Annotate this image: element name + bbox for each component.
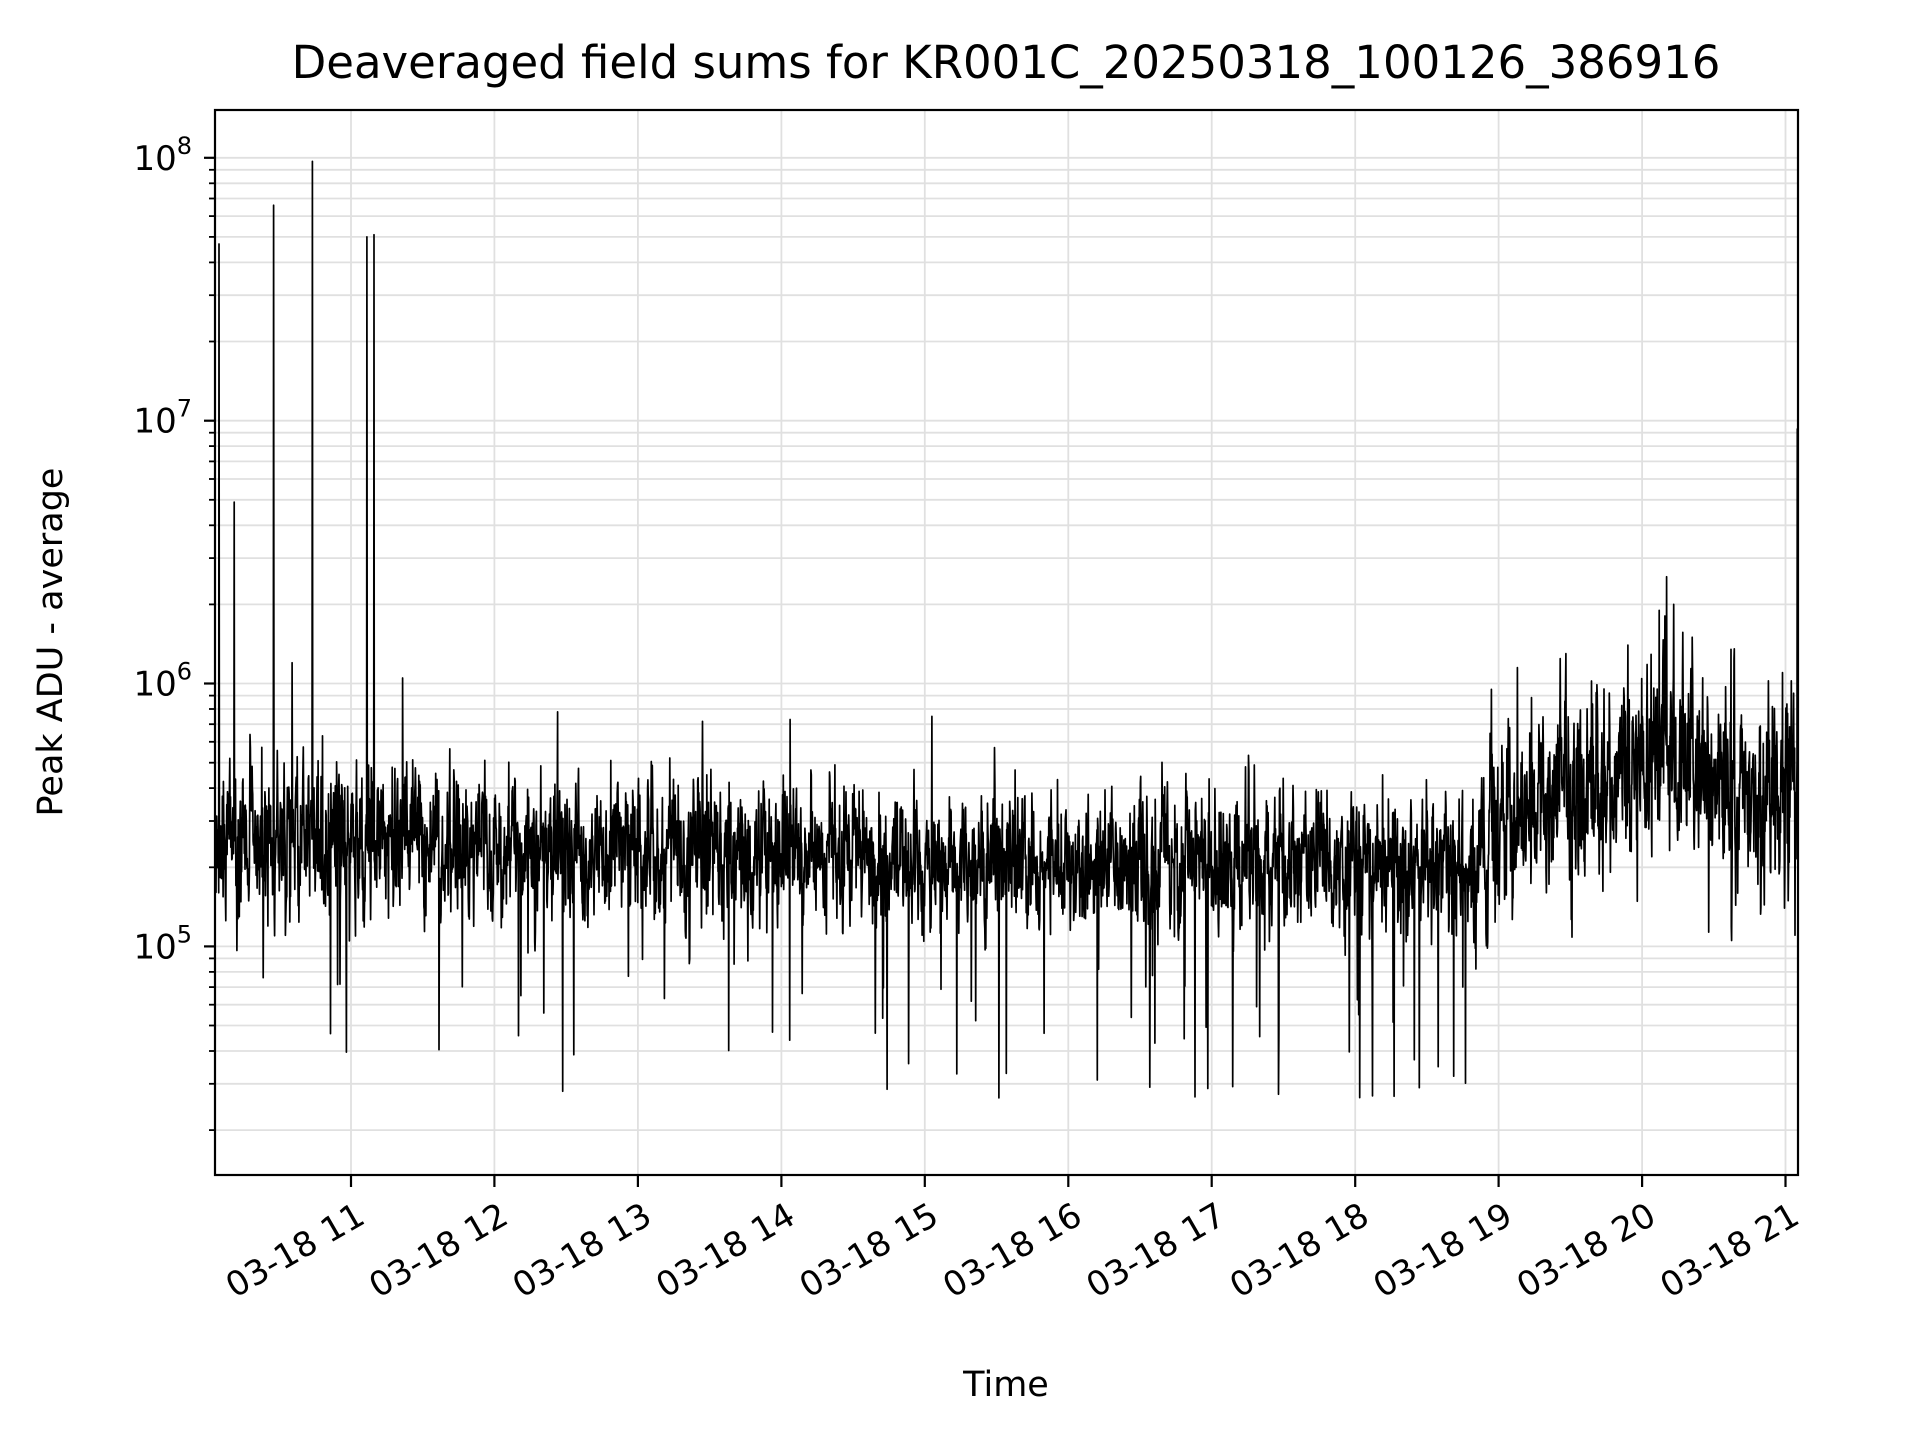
y-tick-labels: 105 106 107 108 [133,132,192,968]
data-line [214,160,1799,1099]
axis-ticks [204,156,1787,1187]
x-tick-label: 03-18 16 [936,1195,1088,1306]
x-tick-label: 03-18 20 [1510,1195,1662,1306]
x-tick-label: 03-18 21 [1654,1195,1806,1306]
x-tick-label: 03-18 11 [219,1195,371,1306]
y-tick-label: 106 [133,658,192,705]
y-tick-label: 107 [133,395,192,442]
x-tick-label: 03-18 13 [506,1195,658,1306]
y-tick-label: 108 [133,132,192,179]
x-tick-label: 03-18 18 [1223,1195,1375,1306]
plot-border [213,108,1800,1177]
data-layer [214,160,1799,1099]
x-tick-label: 03-18 14 [650,1195,802,1306]
chart-title: Deaveraged field sums for KR001C_2025031… [292,36,1721,89]
x-tick-label: 03-18 17 [1080,1195,1232,1306]
y-tick-label: 105 [133,920,192,967]
x-tick-label: 03-18 19 [1367,1195,1519,1306]
x-axis-label: Time [962,1365,1049,1405]
y-axis-label: Peak ADU - average [31,468,71,817]
x-tick-label: 03-18 15 [793,1195,945,1306]
x-tick-label: 03-18 12 [363,1195,515,1306]
